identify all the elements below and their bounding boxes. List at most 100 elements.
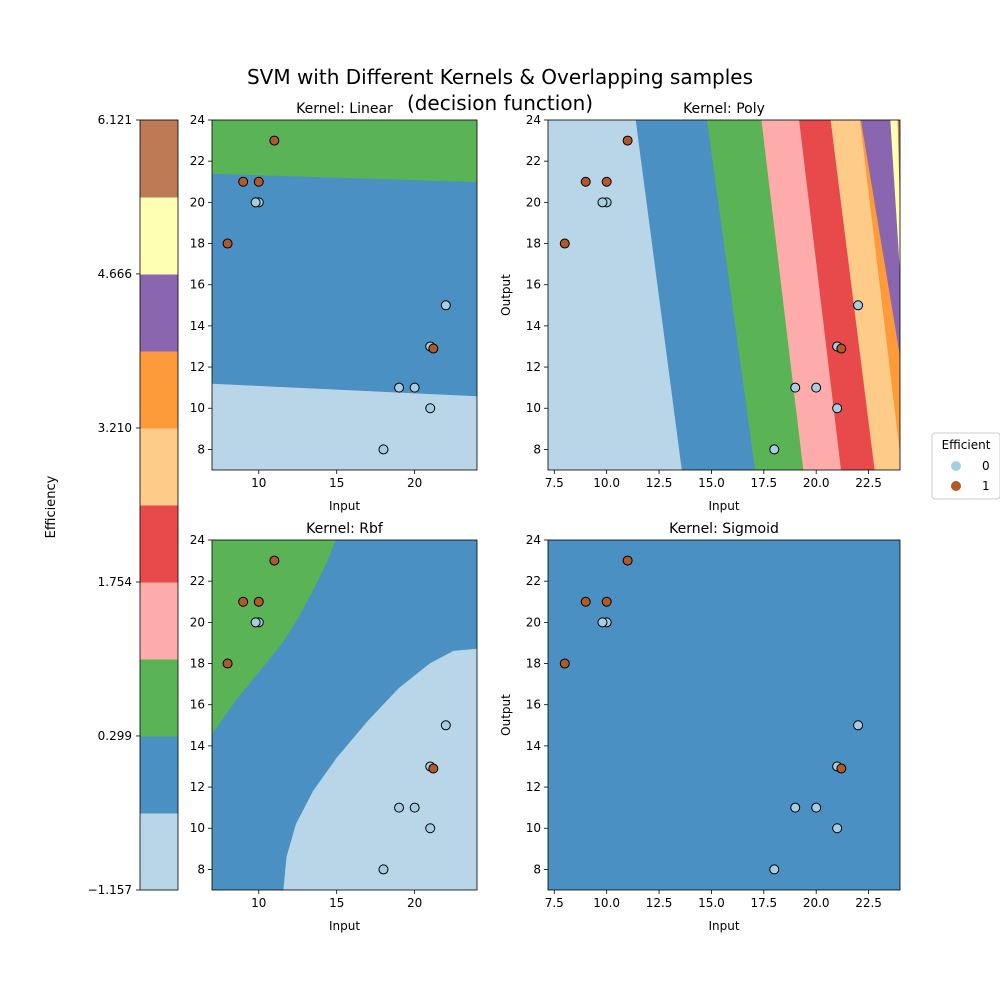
figure-title-line1: SVM with Different Kernels & Overlapping… [247, 65, 753, 89]
y-tick-label: 14 [526, 319, 541, 333]
x-axis-label: Input [708, 919, 739, 933]
y-tick-label: 20 [526, 195, 541, 209]
colorbar-segment-0 [140, 813, 178, 891]
y-tick-label: 8 [533, 862, 541, 876]
sample-points [222, 135, 451, 455]
data-point-7 [790, 382, 801, 393]
data-point-1 [238, 596, 249, 607]
data-point-3 [269, 555, 280, 566]
data-point-11 [836, 763, 847, 774]
colorbar-tick-label: −1.157 [88, 883, 132, 897]
y-tick-label: 14 [526, 739, 541, 753]
y-tick-label: 10 [190, 401, 205, 415]
decision-regions [548, 120, 900, 470]
x-tick-label: 22.5 [855, 476, 882, 490]
x-axis-label: Input [329, 499, 360, 513]
data-point-9 [425, 403, 436, 414]
x-tick-label: 12.5 [646, 896, 673, 910]
data-point-7 [790, 802, 801, 813]
panel-title: Kernel: Linear [296, 101, 393, 117]
decision-regions [212, 120, 477, 470]
data-point-5 [597, 617, 608, 628]
y-tick-label: 12 [190, 360, 205, 374]
y-tick-label: 16 [526, 278, 541, 292]
legend: Efficient 0 1 [931, 432, 1000, 500]
data-point-2 [253, 176, 264, 187]
y-tick-label: 12 [526, 360, 541, 374]
data-point-7 [394, 802, 405, 813]
panel-sigmoid: 7.5 10.0 12.5 15.0 17.5 20.0 22.5 8 10 12 14 16 18 20… [499, 521, 901, 933]
decision-regions [212, 540, 477, 890]
panel-title: Kernel: Sigmoid [669, 521, 779, 537]
decision-region-0 [548, 120, 683, 470]
data-point-3 [622, 555, 633, 566]
y-tick-label: 14 [190, 319, 205, 333]
y-tick-label: 18 [190, 237, 205, 251]
legend-label-0: 0 [982, 459, 990, 473]
decision-region-8 [860, 120, 900, 355]
y-tick-label: 10 [526, 401, 541, 415]
sample-points [559, 555, 864, 875]
decision-region-10 [897, 120, 900, 199]
x-tick-label: 17.5 [750, 476, 777, 490]
legend-marker-0 [951, 461, 961, 471]
data-point-8 [409, 802, 420, 813]
figure-title-line2: (decision function) [407, 91, 593, 115]
colorbar-label: Efficiency [44, 475, 59, 538]
data-point-9 [425, 823, 436, 834]
colorbar-segment-2 [140, 659, 178, 737]
data-point-8 [409, 382, 420, 393]
decision-region-2 [706, 120, 804, 470]
x-tick-label: 15.0 [698, 896, 725, 910]
data-point-6 [769, 864, 780, 875]
x-tick-label: 20 [407, 476, 422, 490]
x-tick-label: 10.0 [593, 896, 620, 910]
data-point-2 [253, 596, 264, 607]
y-tick-label: 22 [526, 154, 541, 168]
legend-frame [931, 432, 1000, 500]
axes-frame [211, 119, 478, 471]
data-point-12 [440, 300, 451, 311]
y-tick-label: 24 [190, 533, 205, 547]
x-tick-label: 20.0 [803, 896, 830, 910]
panel-linear: 10 15 20 8 10 12 14 16 18 20 22 24 Kernel: Linear Inp… [190, 101, 478, 513]
axes-frame [547, 119, 901, 471]
decision-region-1 [212, 540, 336, 735]
y-tick-label: 8 [197, 442, 205, 456]
x-tick-label: 22.5 [855, 896, 882, 910]
data-point-6 [378, 864, 389, 875]
data-point-2 [601, 176, 612, 187]
y-tick-label: 22 [526, 574, 541, 588]
panel-title: Kernel: Poly [683, 101, 765, 117]
y-tick-label: 12 [190, 780, 205, 794]
colorbar-frame [139, 119, 179, 891]
data-point-1 [580, 176, 591, 187]
data-point-12 [853, 300, 864, 311]
data-point-7 [394, 382, 405, 393]
y-tick-label: 18 [526, 237, 541, 251]
axes-frame [211, 539, 478, 891]
decision-region-3 [761, 120, 842, 470]
x-tick-label: 20.0 [803, 476, 830, 490]
colorbar-segment-6 [140, 351, 178, 429]
sample-points [559, 135, 864, 455]
colorbar-tick-label: 6.121 [98, 113, 132, 127]
data-point-0 [222, 238, 233, 249]
x-tick-label: 7.5 [545, 476, 564, 490]
y-tick-label: 18 [190, 657, 205, 671]
data-point-1 [238, 176, 249, 187]
x-tick-label: 17.5 [750, 896, 777, 910]
y-tick-label: 10 [526, 821, 541, 835]
y-axis-label: Output [499, 694, 513, 736]
data-point-12 [440, 720, 451, 731]
x-tick-label: 12.5 [646, 476, 673, 490]
x-tick-label: 20 [407, 896, 422, 910]
y-tick-label: 22 [190, 154, 205, 168]
y-tick-label: 20 [190, 615, 205, 629]
decision-regions [548, 540, 900, 890]
data-point-5 [597, 197, 608, 208]
data-point-0 [222, 658, 233, 669]
colorbar-segment-5 [140, 428, 178, 506]
y-tick-label: 20 [526, 615, 541, 629]
y-tick-label: 24 [526, 113, 541, 127]
